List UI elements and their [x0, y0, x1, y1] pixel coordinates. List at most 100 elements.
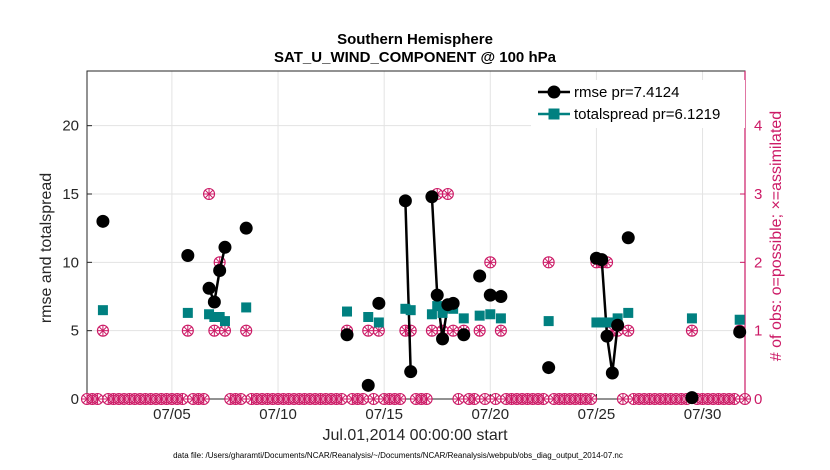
obs-marker: [240, 324, 253, 337]
totalspread-point: [596, 317, 607, 328]
totalspread-point: [495, 313, 506, 324]
obs-marker: [685, 324, 698, 337]
obs-marker-zero: [420, 392, 433, 406]
obs-marker-zero: [91, 392, 104, 406]
rmse-point: [218, 240, 232, 254]
totalspread-point: [363, 312, 374, 322]
rmse-point: [202, 281, 216, 295]
totalspread-point: [734, 314, 745, 325]
obs-marker: [425, 324, 438, 337]
rmse-point: [605, 366, 619, 380]
obs-marker-zero: [176, 392, 189, 406]
obs-marker: [542, 256, 555, 269]
y2-tick-label: 3: [754, 186, 762, 203]
obs-marker-zero: [585, 392, 598, 406]
obs-marker-zero: [489, 392, 502, 406]
totalspread-point: [426, 309, 437, 320]
rmse-point: [457, 328, 471, 342]
legend-rmse-marker: [547, 85, 561, 99]
totalspread-point: [432, 301, 443, 312]
obs-marker: [202, 187, 216, 201]
rmse-point: [685, 391, 699, 405]
y-tick-label: 10: [62, 254, 79, 271]
totalspread-point: [591, 317, 602, 328]
totalspread-point: [474, 310, 485, 321]
obs-marker-zero: [367, 392, 380, 406]
obs-marker: [473, 324, 486, 337]
data-file-footnote: data file: /Users/gharamti/Documents/NCA…: [173, 451, 623, 460]
legend-totalspread-marker: [548, 108, 560, 120]
obs-marker-zero: [468, 392, 481, 406]
obs-marker-zero: [478, 392, 492, 406]
rmse-point: [473, 269, 487, 283]
rmse-point: [733, 325, 747, 339]
totalspread-point: [342, 306, 353, 317]
obs-marker-zero: [738, 392, 752, 406]
totalspread-point: [405, 305, 416, 316]
obs-marker: [484, 256, 497, 269]
totalspread-point: [241, 302, 252, 313]
obs-marker: [208, 324, 221, 337]
obs-count-layer: [80, 187, 752, 406]
totalspread-point: [602, 317, 613, 328]
obs-marker-zero: [728, 392, 741, 406]
rmse-point: [611, 318, 625, 332]
totalspread-point: [623, 307, 634, 318]
rmse-point: [621, 231, 635, 245]
rmse-point: [425, 190, 439, 204]
rmse-point: [361, 378, 375, 392]
y2-tick-label: 4: [754, 118, 762, 135]
series-points: [96, 190, 747, 405]
chart-subtitle: SAT_U_WIND_COMPONENT @ 100 hPa: [274, 49, 557, 66]
obs-marker: [218, 324, 232, 337]
totalspread-point: [485, 309, 496, 320]
totalspread-point: [209, 312, 220, 322]
totalspread-point: [437, 307, 448, 318]
rmse-point: [483, 288, 497, 302]
rmse-point: [595, 253, 609, 267]
rmse-point: [340, 328, 354, 342]
totalspread-point: [97, 305, 108, 316]
legend-rmse-label: rmse pr=7.4124: [574, 84, 679, 101]
totalspread-point: [543, 316, 554, 327]
rmse-point: [404, 365, 418, 379]
rmse-point: [96, 214, 110, 228]
x-tick-label: 07/20: [472, 406, 510, 423]
obs-marker: [181, 324, 194, 337]
rmse-point: [181, 249, 195, 262]
obs-marker: [96, 324, 109, 337]
y-tick-label: 20: [62, 118, 79, 135]
obs-marker-zero: [335, 392, 348, 406]
obs-marker: [362, 324, 375, 337]
rmse-point: [207, 295, 221, 309]
obs-marker: [622, 324, 635, 337]
legend-box: [531, 80, 745, 128]
y-tick-label: 0: [71, 391, 79, 408]
totalspread-point: [612, 313, 623, 324]
x-tick-label: 07/25: [578, 406, 616, 423]
obs-marker-zero: [452, 392, 465, 406]
y-tick-label: 5: [71, 323, 79, 340]
obs-marker-zero: [234, 392, 247, 406]
obs-marker-zero: [616, 392, 630, 406]
totalspread-point: [204, 309, 215, 320]
rmse-line-segment: [404, 200, 412, 372]
rmse-point: [398, 194, 412, 208]
x-tick-label: 07/05: [153, 406, 191, 423]
y2-tick-label: 1: [754, 323, 762, 340]
obs-marker: [441, 187, 454, 201]
totalspread-point: [373, 317, 384, 328]
totalspread-point: [686, 313, 697, 324]
chart-title: Southern Hemisphere: [337, 31, 493, 48]
totalspread-point: [400, 303, 411, 314]
rmse-point: [436, 332, 450, 346]
totalspread-point: [214, 312, 225, 322]
y2-axis-label: # of obs: o=possible; ×=assimilated: [768, 111, 785, 361]
y2-tick-label: 2: [754, 254, 762, 271]
y2-tick-label: 0: [754, 391, 762, 408]
legend: rmse pr=7.4124 totalspread pr=6.1219: [531, 80, 745, 128]
obs-marker: [447, 324, 460, 337]
x-tick-label: 07/15: [365, 406, 403, 423]
rmse-point: [542, 361, 556, 375]
